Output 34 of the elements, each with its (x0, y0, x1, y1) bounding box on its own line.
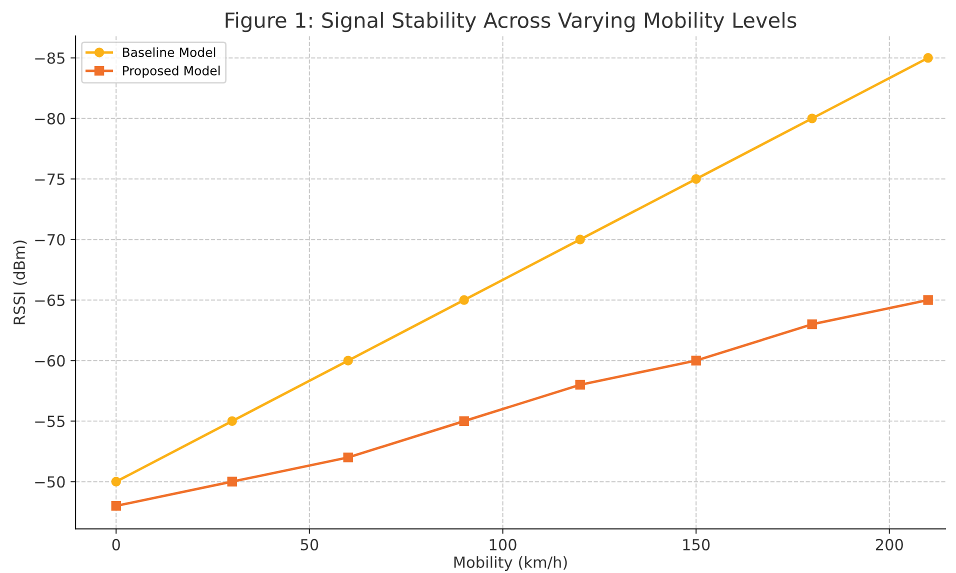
point (343, 452, 353, 462)
point (923, 295, 933, 305)
y-tick-label: −85 (35, 52, 64, 64)
y-tick-label: −55 (35, 416, 64, 428)
y-tick-label: −50 (35, 476, 65, 488)
point (343, 356, 353, 366)
point (111, 476, 121, 487)
point (575, 380, 585, 390)
x-tick-label: 100 (490, 538, 516, 550)
point (691, 174, 701, 184)
point (111, 501, 121, 511)
y-tick-label: −70 (35, 234, 65, 246)
point (227, 416, 237, 426)
point (227, 476, 237, 487)
legend-label: Baseline Model (123, 47, 216, 58)
y-axis-title: RSSI (dBm) (13, 240, 27, 324)
y-tick-label: −80 (35, 112, 65, 124)
point (923, 53, 933, 63)
legend-label: Proposed Model (123, 66, 220, 78)
x-tick-label: 50 (300, 538, 318, 550)
y-tick-label: −65 (35, 294, 64, 306)
point (459, 416, 469, 426)
x-tick-label: 150 (683, 538, 710, 550)
point (691, 356, 701, 366)
x-tick-label: 0 (112, 538, 120, 550)
point (807, 319, 817, 330)
point (459, 295, 469, 305)
point (575, 234, 585, 244)
x-tick-label: 200 (876, 538, 903, 550)
x-axis-title: Mobility (km/h) (454, 556, 567, 571)
y-tick-label: −60 (35, 355, 65, 367)
point (807, 114, 817, 124)
y-tick-label: −75 (35, 174, 64, 185)
chart-title: Figure 1: Signal Stability Across Varying Mobility Levels (226, 12, 796, 32)
